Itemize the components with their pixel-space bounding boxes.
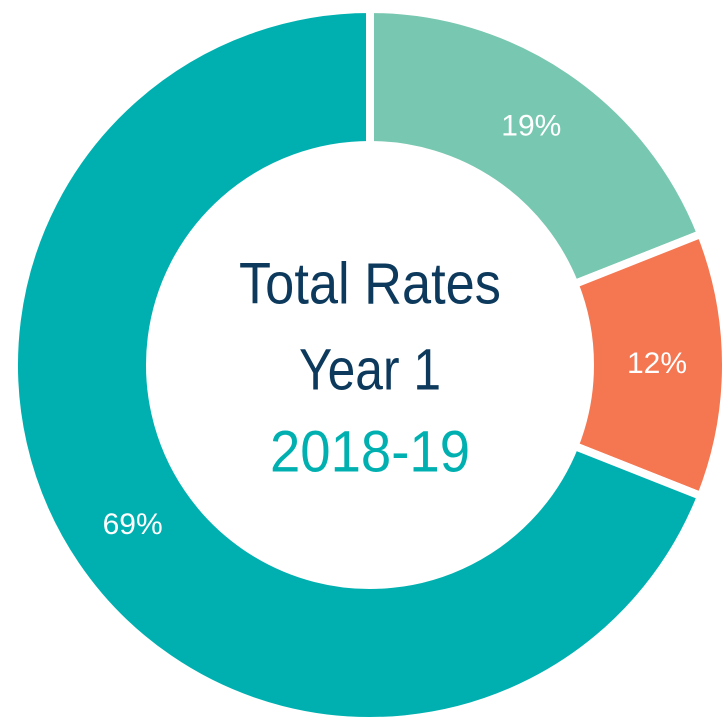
chart-title: Total Rates [239,251,501,316]
data-label: 69% [103,508,163,541]
data-label: 12% [627,347,687,380]
donut-slice [366,4,707,290]
chart-title: Year 1 [299,337,441,402]
chart-subtitle: 2018-19 [270,419,470,484]
donut-slice [10,4,707,724]
data-label: 19% [501,110,561,143]
